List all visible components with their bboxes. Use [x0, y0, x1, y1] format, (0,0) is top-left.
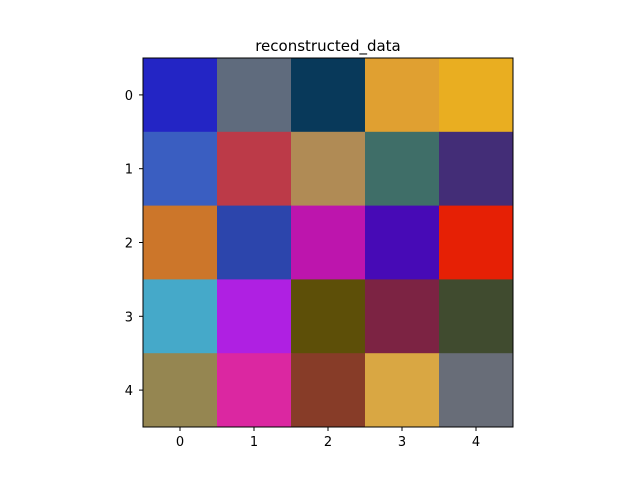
heatmap-cell-4-2: [291, 353, 366, 428]
y-tick-label-0: 0: [125, 89, 133, 104]
x-tick-label-2: 2: [324, 435, 332, 450]
heatmap-cell-2-0: [143, 205, 218, 280]
heatmap-cell-3-3: [365, 279, 440, 354]
heatmap-cell-1-2: [291, 131, 366, 207]
x-tick-label-1: 1: [250, 435, 258, 450]
heatmap-cell-3-0: [143, 279, 218, 354]
heatmap-cell-2-1: [217, 205, 292, 280]
x-tick-label-0: 0: [176, 435, 184, 450]
y-tick-label-4: 4: [125, 384, 133, 399]
heatmap-cell-3-1: [217, 279, 292, 354]
heatmap-cell-1-4: [439, 131, 514, 207]
x-tick-label-3: 3: [398, 435, 406, 450]
heatmap-cell-0-2: [291, 58, 366, 133]
heatmap-cell-4-0: [143, 353, 218, 428]
heatmap-cell-0-1: [217, 58, 292, 133]
heatmap-cell-0-4: [439, 58, 514, 133]
heatmap-cell-2-2: [291, 205, 366, 280]
y-tick-label-2: 2: [125, 237, 133, 252]
heatmap-cell-1-0: [143, 131, 218, 207]
heatmap-cell-4-4: [439, 353, 514, 428]
heatmap-cells: [143, 58, 514, 428]
heatmap-cell-3-4: [439, 279, 514, 354]
heatmap-cell-3-2: [291, 279, 366, 354]
heatmap-cell-4-1: [217, 353, 292, 428]
heatmap-cell-0-0: [143, 58, 218, 133]
heatmap-cell-2-4: [439, 205, 514, 280]
y-tick-label-3: 3: [125, 310, 133, 325]
x-tick-label-4: 4: [472, 435, 480, 450]
y-tick-label-1: 1: [125, 163, 133, 178]
heatmap-cell-0-3: [365, 58, 440, 133]
heatmap-cell-2-3: [365, 205, 440, 280]
heatmap-cell-1-1: [217, 131, 292, 207]
heatmap-cell-1-3: [365, 131, 440, 207]
heatmap-cell-4-3: [365, 353, 440, 428]
axis-ticks: 0 1 2 3 4 0 1 2 3 4: [125, 89, 480, 450]
chart-title: reconstructed_data: [255, 37, 401, 56]
